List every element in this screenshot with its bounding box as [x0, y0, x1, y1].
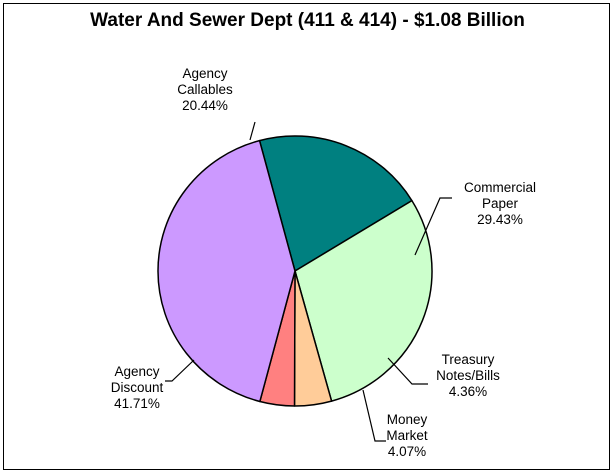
slice-percent-agency-callables: 20.44%	[182, 98, 228, 113]
slice-label-treasury-notes-bills-2: Notes/Bills	[436, 368, 500, 383]
slice-percent-agency-discount: 41.71%	[114, 396, 160, 411]
pie-slice-agency-discount	[157, 139, 296, 403]
slice-percent-commercial-paper: 29.43%	[477, 212, 523, 227]
slice-label-agency-discount-1: Agency	[114, 364, 159, 379]
slice-label-agency-discount-2: Discount	[111, 380, 164, 395]
slice-percent-treasury-notes-bills: 4.36%	[449, 384, 487, 399]
pie-slice-agency-callables	[258, 135, 413, 272]
slice-label-agency-callables-1: Agency	[182, 66, 227, 81]
slice-label-agency-callables-2: Callables	[177, 82, 233, 97]
slice-label-commercial-paper-2: Paper	[482, 196, 519, 211]
pie-slice-commercial-paper	[294, 199, 433, 402]
leader-line-money-market	[362, 389, 386, 442]
leader-line-agency-callables	[249, 121, 256, 141]
slice-percent-money-market: 4.07%	[388, 444, 426, 459]
slice-label-money-market-1: Money	[387, 412, 428, 427]
slice-label-commercial-paper-1: Commercial	[464, 180, 536, 195]
leader-line-agency-discount	[165, 359, 195, 382]
leader-line-treasury-notes-bills	[387, 357, 428, 385]
slice-label-treasury-notes-bills-1: Treasury	[442, 352, 495, 367]
slice-label-money-market-2: Market	[386, 428, 428, 443]
leader-line-commercial-paper	[414, 197, 452, 256]
chart-title: Water And Sewer Dept (411 & 414) - $1.08…	[90, 10, 525, 31]
